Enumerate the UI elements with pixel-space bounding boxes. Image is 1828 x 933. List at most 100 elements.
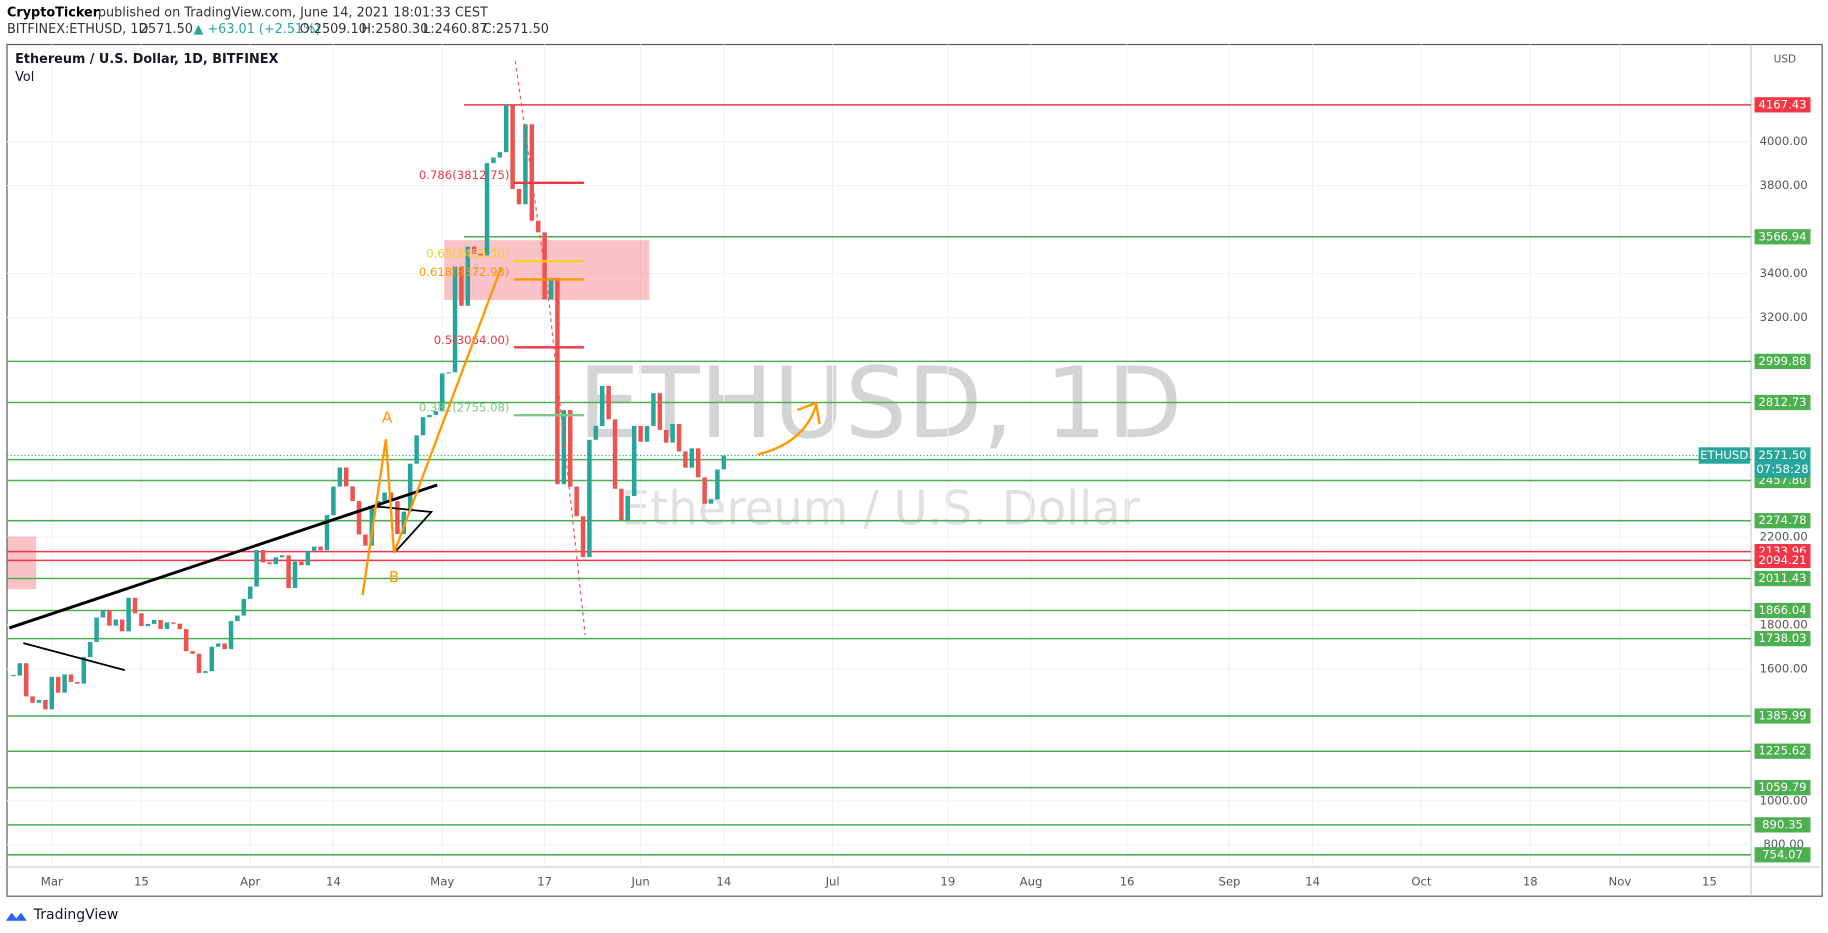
x-tick-label: 16 [1120, 875, 1135, 889]
candle [459, 266, 464, 306]
candle [606, 385, 611, 420]
candle [260, 550, 266, 563]
candle [593, 425, 599, 440]
candle [350, 486, 355, 502]
candle [695, 448, 701, 478]
candle [497, 152, 503, 158]
symbol-label: ETHUSD [1700, 448, 1748, 462]
candle [452, 266, 458, 373]
candle [439, 373, 445, 412]
candle [510, 104, 515, 189]
candle [81, 657, 87, 684]
candle [235, 615, 240, 622]
countdown: 07:58:28 [1756, 462, 1808, 476]
level-tag [1754, 552, 1811, 568]
x-tick-label: 19 [940, 875, 955, 889]
candle [708, 499, 714, 504]
candle [587, 439, 592, 558]
level-label: 1059.79 [1758, 780, 1806, 794]
ohlc: C:2571.50 [483, 22, 549, 37]
candle [401, 511, 407, 535]
x-tick-label: 17 [537, 875, 552, 889]
fib-label: 0.786(3812.75) [419, 168, 510, 182]
candle [676, 423, 682, 452]
candle [158, 619, 163, 629]
ohlc: O:2509.10 [300, 22, 367, 37]
level-label: 2011.43 [1758, 571, 1806, 585]
x-tick-label: 15 [134, 875, 149, 889]
level-label: 1738.03 [1758, 631, 1806, 645]
level-label: 890.35 [1762, 817, 1803, 831]
price-tag [1754, 447, 1811, 478]
candle [337, 467, 343, 487]
candle [580, 516, 586, 558]
candle [87, 641, 93, 658]
candle [132, 597, 138, 614]
fib-label: 0.65(3455.50) [426, 247, 509, 261]
x-tick-label: Mar [41, 875, 63, 889]
candle [631, 425, 637, 497]
x-tick-label: Nov [1608, 875, 1631, 889]
candle [30, 696, 35, 703]
level-label: 3566.94 [1758, 229, 1806, 243]
watermark: ETHUSD, 1D [578, 347, 1182, 461]
level-tag [1754, 743, 1811, 759]
candle [535, 220, 541, 233]
candle [151, 619, 157, 624]
candle [286, 555, 291, 589]
chart-frame [6, 43, 1823, 897]
candle [100, 610, 106, 618]
candle [715, 469, 720, 500]
level-label: 4167.43 [1758, 97, 1806, 111]
y-tick-label: 4000.00 [1760, 134, 1808, 148]
chart-subtitle: Vol [15, 70, 34, 85]
ohlc: H:2580.30 [361, 22, 428, 37]
y-tick-label: 1800.00 [1760, 617, 1808, 631]
candle [241, 598, 247, 616]
price: 2571.50 [140, 22, 193, 37]
candle [644, 425, 650, 442]
candle [75, 681, 80, 684]
candle [68, 674, 74, 682]
chart-title: Ethereum / U.S. Dollar, 1D, BITFINEX [15, 52, 278, 67]
level-label: 1385.99 [1758, 708, 1806, 722]
candle [305, 550, 311, 566]
arrow [757, 404, 818, 456]
annotation: B [389, 568, 399, 586]
price-label: 2571.50 [1758, 448, 1806, 462]
candle [516, 188, 522, 205]
candle [433, 411, 439, 415]
candle [36, 699, 42, 703]
candle [254, 550, 259, 587]
change: ▲ +63.01 (+2.51%) [194, 22, 321, 37]
candle [11, 674, 16, 677]
annotation: A [382, 409, 393, 427]
candle [503, 104, 509, 153]
candle [395, 501, 400, 535]
y-tick-label: 3800.00 [1760, 178, 1808, 192]
candle [43, 699, 48, 710]
x-tick-label: Jul [825, 875, 840, 889]
x-tick-label: 14 [326, 875, 341, 889]
candle [164, 622, 170, 629]
candle [222, 643, 227, 650]
candle [651, 393, 656, 426]
candle [267, 562, 272, 565]
x-tick-label: 14 [716, 875, 731, 889]
trendline [23, 642, 125, 671]
candle [113, 619, 119, 626]
x-tick-label: 14 [1305, 875, 1320, 889]
candle [625, 496, 631, 521]
x-tick-label: 15 [1702, 875, 1717, 889]
candle [139, 613, 144, 627]
candle [55, 676, 61, 693]
candle [670, 423, 675, 443]
y-tick-label: 3400.00 [1760, 266, 1808, 280]
candle [420, 417, 426, 436]
candle [126, 597, 131, 632]
candle [407, 463, 413, 512]
candle [574, 486, 579, 517]
currency: USD [1774, 54, 1796, 66]
candle [663, 429, 669, 443]
